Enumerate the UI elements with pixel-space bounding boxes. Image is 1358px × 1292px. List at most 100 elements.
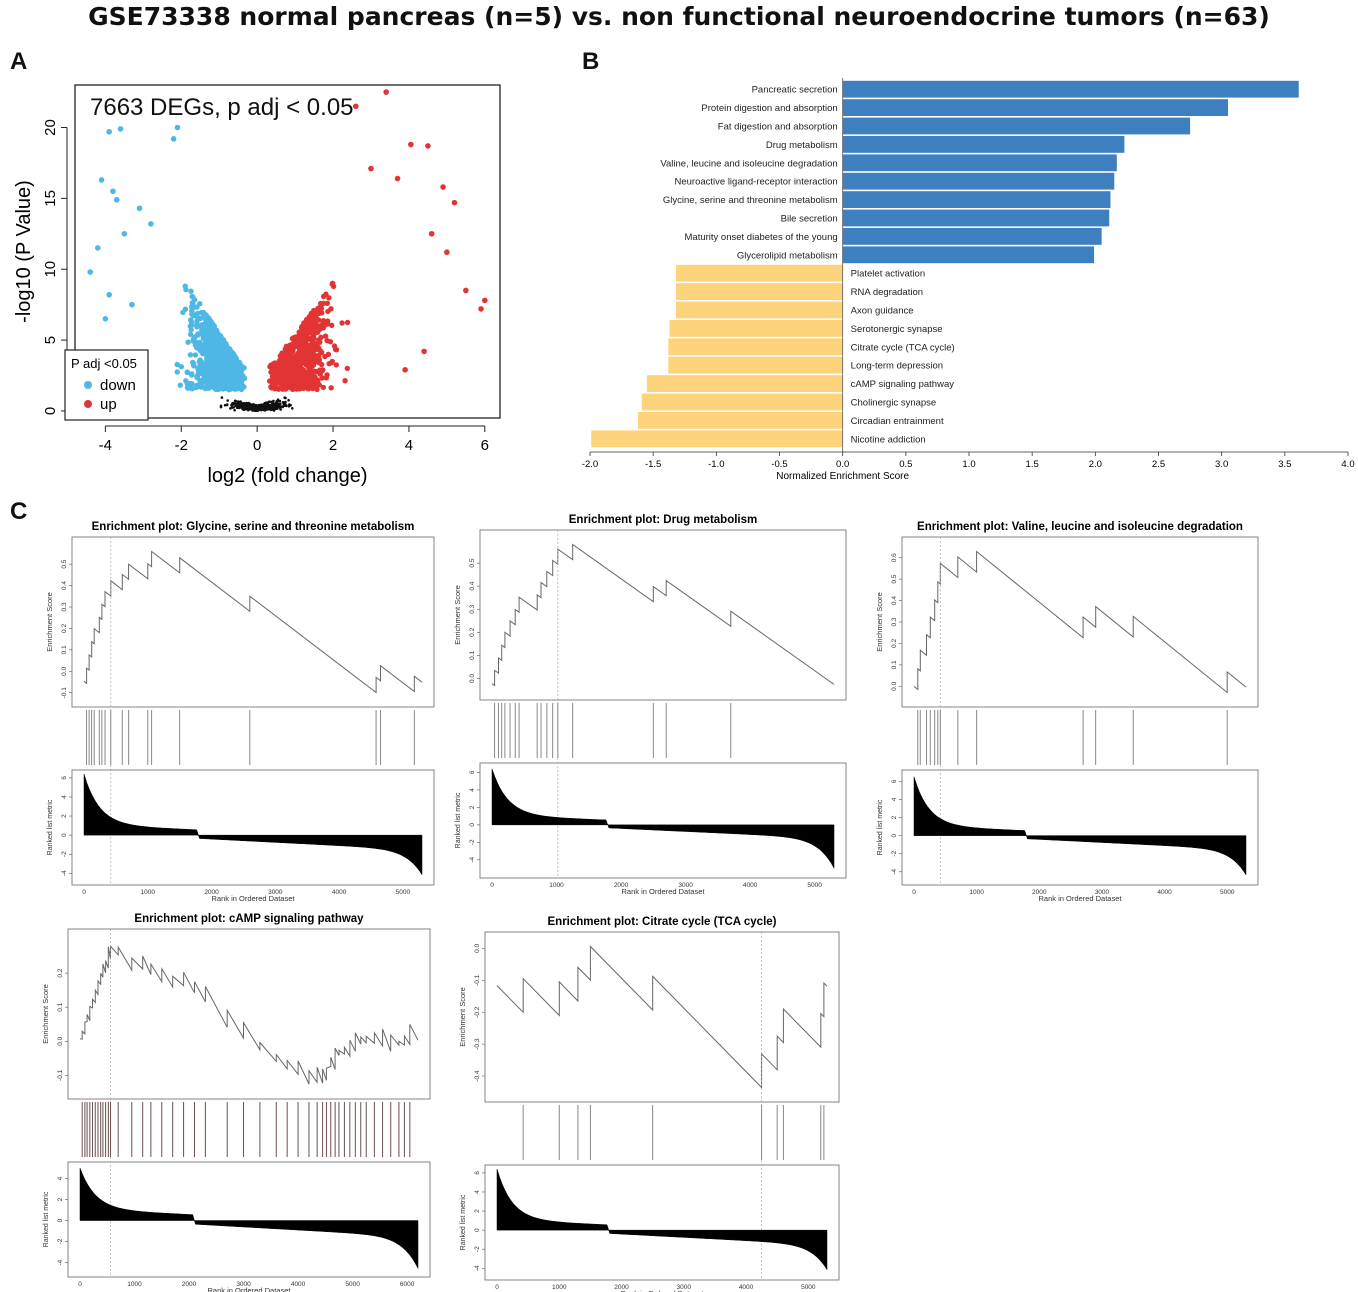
point-up (320, 325, 326, 331)
rank-x-axis-label: Rank in Ordered Dataset (1039, 894, 1123, 903)
point-down (184, 369, 190, 376)
point-ns (263, 406, 267, 410)
nes-category-labels: Pancreatic secretion Protein digestion an… (660, 85, 954, 446)
point-ns (272, 399, 275, 403)
point-down (184, 384, 191, 391)
point-down (189, 300, 195, 306)
point-down (197, 301, 203, 307)
point-up (322, 353, 328, 360)
nes-category-label: Platelet activation (851, 269, 925, 280)
point-down (136, 205, 143, 212)
rank-tick-label: -2 (474, 1246, 481, 1252)
es-tick-label: 0.5 (469, 558, 476, 567)
point-down (188, 327, 194, 333)
point-down (214, 347, 220, 354)
es-tick-label: 0.1 (61, 645, 68, 654)
point-down (190, 294, 196, 300)
point-down (187, 331, 194, 338)
rank-frame (484, 1164, 840, 1281)
point-down (203, 314, 209, 320)
gsea-plot-drug-metabolism: Enrichment plot: Drug metabolism 0.0 0.1 0.… (453, 514, 847, 896)
point-down (185, 339, 191, 345)
point-up (333, 362, 339, 368)
gsea-title: Enrichment plot: cAMP signaling pathway (134, 913, 364, 925)
point-up (344, 365, 350, 372)
rank-tick-label: 4 (469, 788, 476, 792)
legend-down-marker (84, 381, 92, 389)
point-up (478, 306, 484, 312)
point-ns (283, 404, 287, 408)
rank-frame (67, 1161, 431, 1278)
point-down (239, 374, 246, 380)
volcano-x-axis-label: log2 (fold change) (207, 465, 367, 487)
nes-bar (675, 283, 843, 300)
es-axis-label: Enrichment Score (453, 585, 462, 645)
rank-tick-label: -4 (57, 1259, 64, 1265)
point-up (320, 293, 327, 300)
point-up (298, 358, 304, 364)
ranked-metric-area (83, 773, 423, 876)
point-up (319, 375, 325, 381)
nes-tick-label: -2.0 (582, 459, 598, 470)
nes-tick-label: 1.5 (1026, 459, 1039, 470)
gsea-title: Enrichment plot: Glycine, serine and thr… (92, 521, 415, 533)
es-frame (901, 536, 1259, 708)
point-up (316, 317, 322, 323)
point-ns (274, 403, 277, 406)
point-up (323, 375, 329, 381)
rank-x-tick-label: 4000 (332, 889, 347, 896)
point-up (280, 364, 286, 370)
point-up (300, 367, 307, 373)
point-up (324, 300, 330, 306)
point-up (307, 371, 313, 377)
es-tick-label: -0.2 (474, 1006, 481, 1018)
point-ns (288, 403, 291, 406)
point-down (192, 339, 199, 345)
es-tick-label: 0.4 (469, 581, 476, 590)
point-ns (230, 403, 234, 406)
nes-bar (842, 136, 1125, 153)
es-tick-label: 0.1 (469, 650, 476, 659)
point-down (238, 363, 245, 369)
y-tick-label: 0 (42, 407, 59, 415)
rank-axis-label: Ranked list metric (43, 1191, 50, 1247)
point-ns (269, 400, 273, 404)
rank-tick-label: 6 (891, 779, 898, 783)
volcano-plot: -4 -2 0 2 4 6 0 5 10 15 20 7663 DEGs, p adj < 0.05… (13, 84, 501, 487)
es-tick-label: 0.2 (891, 639, 898, 648)
point-down (222, 377, 229, 384)
es-curve (83, 550, 423, 694)
point-down (106, 128, 112, 135)
rank-x-tick-label: 1000 (549, 882, 564, 889)
nes-bar (668, 356, 843, 374)
rank-x-tick-label: 2000 (182, 1281, 197, 1288)
point-up (281, 374, 288, 380)
rank-x-tick-label: 3000 (677, 1284, 692, 1291)
x-tick-label: 6 (481, 437, 489, 454)
point-down (228, 358, 235, 364)
nes-category-label: Drug metabolism (766, 140, 838, 151)
y-tick-label: 20 (42, 119, 59, 136)
point-down (87, 269, 93, 275)
y-tick-label: 15 (42, 190, 59, 207)
rank-tick-label: -2 (57, 1238, 64, 1244)
es-tick-label: 0.4 (891, 596, 898, 605)
x-tick-label: -4 (99, 437, 112, 454)
rank-x-tick-label: 0 (490, 882, 494, 889)
nes-bar (842, 117, 1191, 135)
nes-bar (842, 209, 1110, 227)
rank-tick-label: -2 (891, 850, 898, 856)
point-ns (230, 406, 234, 409)
point-up (421, 348, 427, 355)
point-up (325, 308, 331, 315)
nes-tick-label: -1.5 (645, 459, 661, 470)
point-up (320, 367, 326, 373)
es-tick-label: 0.3 (891, 617, 898, 626)
point-down (198, 371, 205, 377)
point-down (222, 344, 228, 351)
es-tick-label: 0.3 (61, 602, 68, 611)
legend-box (64, 349, 149, 421)
point-down (217, 332, 223, 339)
point-up (278, 368, 284, 375)
point-up (310, 385, 316, 392)
